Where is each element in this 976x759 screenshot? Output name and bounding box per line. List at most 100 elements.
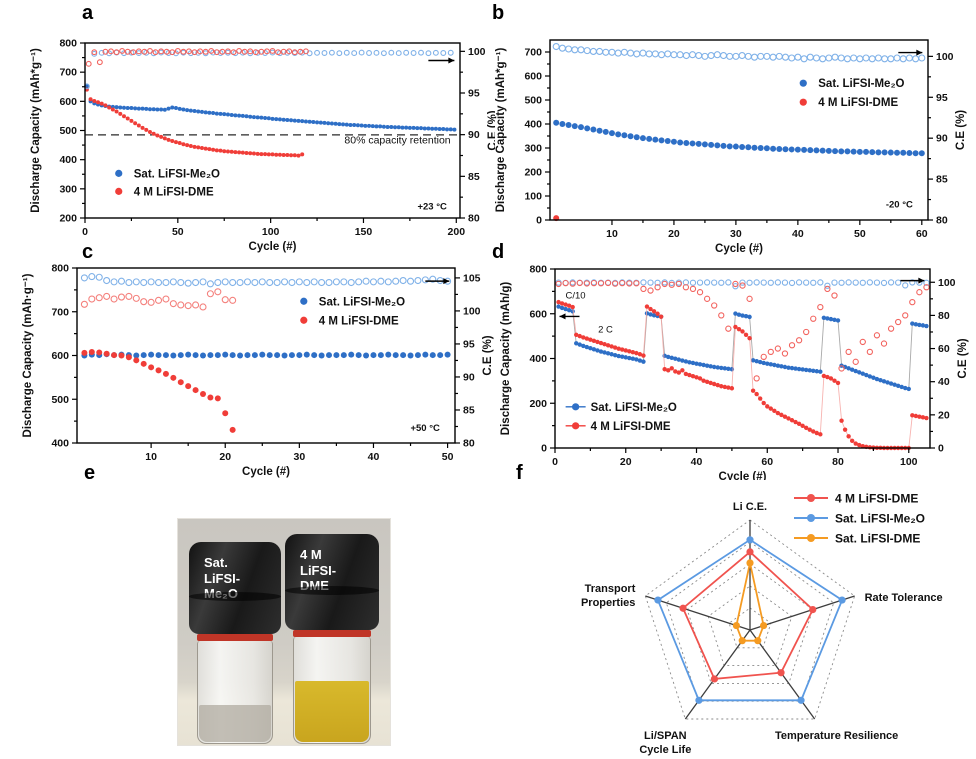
svg-text:Li C.E.: Li C.E. — [733, 501, 767, 513]
svg-text:4 M LiFSI-DME: 4 M LiFSI-DME — [818, 97, 898, 109]
svg-text:400: 400 — [51, 438, 69, 450]
panel-label-e: e — [84, 462, 96, 484]
svg-text:20: 20 — [668, 228, 680, 240]
vial-left-label-line3: Me₂O — [204, 586, 238, 601]
svg-text:700: 700 — [59, 67, 77, 79]
svg-text:95: 95 — [463, 338, 475, 350]
svg-text:40: 40 — [792, 228, 804, 240]
svg-text:500: 500 — [524, 95, 542, 107]
vial-cap-left: Sat. LiFSI- Me₂O — [189, 542, 281, 634]
svg-text:Sat. LiFSI-Me₂O: Sat. LiFSI-Me₂O — [835, 512, 925, 526]
vial-left-label-line1: Sat. — [204, 555, 228, 570]
svg-text:20: 20 — [620, 456, 632, 468]
chart-panel-d-rate-test: 0 20 40 60 80 100 0 200 400 600 800 0 20 40 60 80 100 Cyc… — [488, 243, 976, 484]
svg-text:Cycle (#): Cycle (#) — [249, 241, 297, 253]
vial-left-label-line2: LiFSI- — [204, 570, 241, 586]
svg-text:0: 0 — [552, 456, 558, 468]
svg-text:90: 90 — [463, 371, 475, 383]
chart-panel-a-cycling-23c: 0 50 100 150 200 200 300 400 500 600 700 800 80 85 90 9… — [0, 0, 499, 262]
svg-text:+50 °C: +50 °C — [410, 423, 440, 434]
svg-text:60: 60 — [916, 228, 928, 240]
svg-text:100: 100 — [936, 51, 954, 63]
svg-text:80: 80 — [468, 213, 480, 225]
svg-text:Li/SPAN: Li/SPAN — [644, 730, 687, 742]
svg-text:C.E (%): C.E (%) — [957, 338, 969, 378]
svg-text:10: 10 — [606, 228, 618, 240]
vial-glass-right — [293, 637, 371, 744]
svg-text:90: 90 — [468, 129, 480, 141]
svg-text:60: 60 — [938, 343, 950, 355]
chart-panel-f-radar: Li C.E. Rate Tolerance Temperature Resilie… — [528, 482, 976, 759]
svg-text:90: 90 — [936, 133, 948, 145]
svg-text:50: 50 — [172, 226, 184, 238]
svg-text:105: 105 — [463, 272, 481, 284]
svg-text:Sat. LiFSI-Me₂O: Sat. LiFSI-Me₂O — [134, 168, 220, 180]
svg-text:Rate Tolerance: Rate Tolerance — [865, 592, 943, 604]
svg-text:100: 100 — [938, 277, 956, 289]
svg-text:800: 800 — [51, 263, 69, 275]
svg-text:Cycle (#): Cycle (#) — [719, 471, 767, 480]
svg-text:600: 600 — [524, 71, 542, 83]
panel-label-f: f — [516, 462, 523, 484]
svg-text:Cycle (#): Cycle (#) — [242, 466, 290, 478]
svg-text:80% capacity retention: 80% capacity retention — [344, 135, 450, 147]
svg-text:2 C: 2 C — [598, 325, 613, 336]
svg-text:0: 0 — [541, 443, 547, 455]
svg-text:700: 700 — [51, 306, 69, 318]
svg-text:100: 100 — [900, 456, 918, 468]
svg-text:50: 50 — [854, 228, 866, 240]
svg-text:4 M LiFSI-DME: 4 M LiFSI-DME — [319, 315, 399, 327]
svg-text:Discharge Capacity (mAh*g⁻¹): Discharge Capacity (mAh*g⁻¹) — [495, 48, 507, 213]
svg-text:Transport: Transport — [585, 583, 636, 595]
svg-text:300: 300 — [524, 143, 542, 155]
svg-text:200: 200 — [524, 167, 542, 179]
svg-text:100: 100 — [468, 46, 486, 58]
panel-label-d: d — [492, 241, 505, 263]
svg-text:Sat. LiFSI-Me₂O: Sat. LiFSI-Me₂O — [319, 296, 405, 308]
svg-text:4 M LiFSI-DME: 4 M LiFSI-DME — [591, 421, 671, 433]
svg-text:200: 200 — [59, 213, 77, 225]
panel-label-b: b — [492, 2, 505, 24]
svg-text:C/10: C/10 — [566, 291, 586, 302]
svg-text:Sat. LiFSI-DME: Sat. LiFSI-DME — [835, 532, 920, 546]
svg-text:400: 400 — [529, 353, 547, 365]
svg-text:85: 85 — [463, 404, 475, 416]
svg-text:Discharge Capacity (mAh*g⁻¹): Discharge Capacity (mAh*g⁻¹) — [30, 48, 42, 213]
svg-text:Properties: Properties — [581, 597, 635, 609]
vial-4m-lifsi-dme: 4 M LiFSI- DME — [285, 534, 379, 744]
panel-label-c: c — [82, 241, 94, 263]
svg-text:Sat. LiFSI-Me₂O: Sat. LiFSI-Me₂O — [818, 78, 904, 90]
vial-seal-right — [293, 630, 371, 637]
vial-cap-right: 4 M LiFSI- DME — [285, 534, 379, 630]
svg-text:4 M LiFSI-DME: 4 M LiFSI-DME — [835, 492, 918, 506]
vial-right-label-line2: LiFSI- — [300, 562, 337, 578]
svg-text:80: 80 — [463, 438, 475, 450]
svg-text:800: 800 — [59, 38, 77, 50]
svg-text:20: 20 — [219, 451, 231, 463]
svg-text:40: 40 — [691, 456, 703, 468]
svg-text:50: 50 — [442, 451, 454, 463]
svg-text:700: 700 — [524, 47, 542, 59]
vial-seal-left — [197, 634, 273, 641]
svg-text:200: 200 — [448, 226, 466, 238]
svg-text:150: 150 — [355, 226, 373, 238]
svg-text:300: 300 — [59, 183, 77, 195]
svg-text:400: 400 — [59, 154, 77, 166]
svg-text:600: 600 — [51, 350, 69, 362]
svg-text:30: 30 — [730, 228, 742, 240]
svg-text:100: 100 — [463, 305, 481, 317]
svg-text:100: 100 — [262, 226, 280, 238]
svg-text:Cycle (#): Cycle (#) — [715, 243, 763, 255]
svg-text:-20 °C: -20 °C — [886, 199, 913, 210]
svg-text:80: 80 — [832, 456, 844, 468]
svg-text:4 M LiFSI-DME: 4 M LiFSI-DME — [134, 186, 214, 198]
svg-text:85: 85 — [936, 174, 948, 186]
svg-text:200: 200 — [529, 398, 547, 410]
vial-right-label-line3: DME — [300, 578, 329, 593]
svg-text:20: 20 — [938, 409, 950, 421]
svg-text:100: 100 — [524, 191, 542, 203]
svg-text:C.E (%): C.E (%) — [482, 335, 494, 375]
vial-liquid-left — [199, 705, 271, 742]
svg-text:Discharge Capacity (mAh/g): Discharge Capacity (mAh/g) — [500, 282, 512, 436]
